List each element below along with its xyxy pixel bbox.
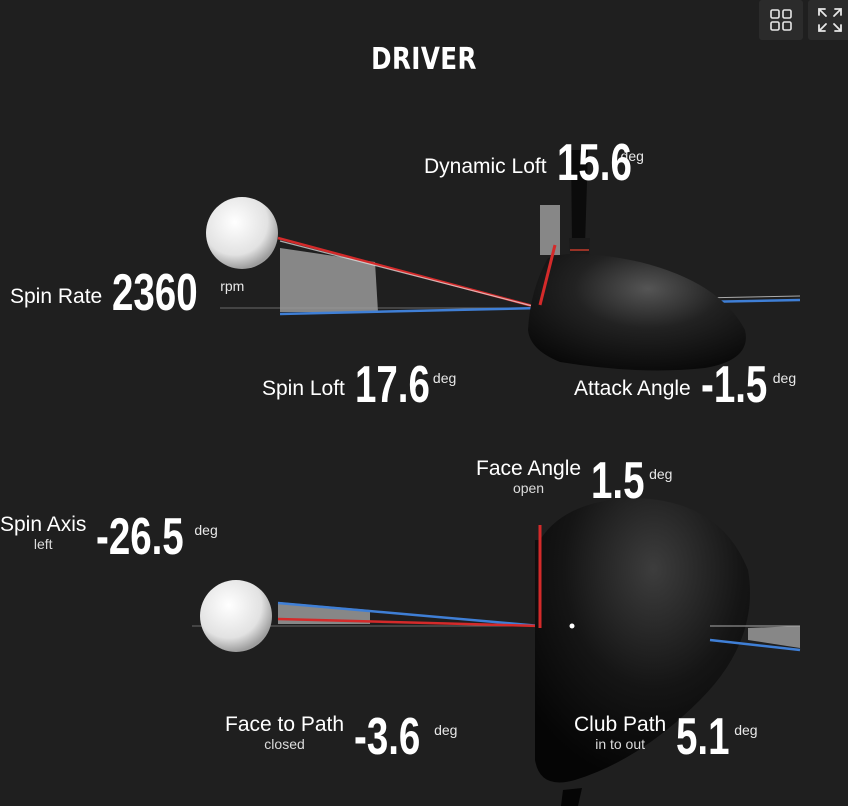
spin-loft-value: 17.6	[354, 356, 430, 414]
face-angle-unit: deg	[649, 466, 673, 482]
face-angle-value: 1.5	[591, 452, 645, 510]
golf-ball-bottom	[200, 580, 272, 652]
face-to-path-sub: closed	[264, 736, 305, 752]
club-path-unit: deg	[734, 722, 758, 738]
spin-axis-sub: left	[33, 536, 53, 552]
attack-angle-value: -1.5	[700, 356, 768, 414]
golf-ball-top	[206, 197, 278, 269]
face-angle-metric: Face Angle open 1.5 deg	[476, 452, 673, 510]
club-shaft	[571, 150, 588, 245]
grid-icon	[770, 9, 792, 31]
spin-rate-label: Spin Rate	[10, 285, 103, 308]
dynamic-loft-wedge	[540, 205, 560, 255]
face-to-path-label: Face to Path	[225, 713, 345, 736]
page-title: DRIVER	[371, 42, 477, 77]
spin-loft-wedge	[280, 248, 378, 312]
spin-axis-unit: deg	[194, 522, 218, 538]
attack-angle-label: Attack Angle	[574, 377, 691, 400]
spin-axis-metric: Spin Axis left -26.5 deg	[0, 508, 218, 566]
dynamic-loft-value: 15.6	[556, 134, 632, 192]
face-angle-label: Face Angle	[476, 457, 582, 480]
attack-angle-metric: Attack Angle -1.5 deg	[574, 356, 797, 414]
face-to-path-metric: Face to Path closed -3.6 deg	[225, 708, 458, 766]
spin-loft-unit: deg	[432, 370, 457, 386]
spin-loft-metric: Spin Loft 17.6 deg	[262, 356, 457, 414]
club-head-top	[535, 498, 750, 783]
club-path-label: Club Path	[574, 713, 667, 736]
dynamic-loft-label: Dynamic Loft	[424, 155, 547, 178]
attack-path-line	[279, 306, 541, 316]
expand-icon	[818, 8, 842, 32]
spin-rate-value: 2360	[112, 264, 198, 322]
club-path-line	[277, 601, 541, 628]
spin-rate-unit: rpm	[220, 278, 245, 294]
dynamic-loft-metric: Dynamic Loft 15.6 deg	[424, 134, 644, 192]
club-path-value: 5.1	[676, 708, 730, 766]
side-view-diagram	[206, 150, 801, 371]
face-angle-sub: open	[512, 480, 545, 496]
face-to-path-value: -3.6	[354, 708, 421, 766]
attack-angle-unit: deg	[772, 370, 797, 386]
spin-rate-metric: Spin Rate 2360 rpm	[10, 264, 245, 322]
spin-loft-label: Spin Loft	[262, 377, 345, 400]
club-path-metric: Club Path in to out 5.1 deg	[574, 708, 758, 766]
club-head-side	[528, 253, 746, 371]
club-path-sub: in to out	[595, 736, 646, 752]
fullscreen-button[interactable]	[808, 0, 848, 40]
spin-axis-value: -26.5	[96, 508, 185, 566]
face-to-path-line	[277, 617, 541, 628]
spin-axis-label: Spin Axis	[0, 513, 87, 536]
face-to-path-unit: deg	[434, 722, 458, 738]
top-view-diagram	[192, 498, 801, 806]
grid-view-button[interactable]	[759, 0, 803, 40]
dynamic-loft-unit: deg	[620, 148, 644, 164]
